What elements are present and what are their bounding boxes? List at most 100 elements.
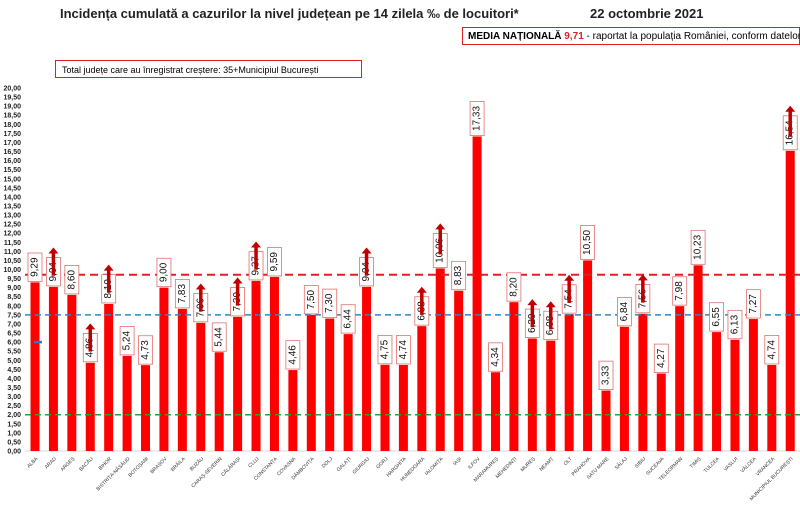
bar-neamț — [546, 340, 556, 451]
bar-prahova — [583, 260, 593, 451]
data-label-box — [377, 334, 393, 365]
increase-arrow-icon — [195, 283, 206, 290]
y-tick-label: 4,00 — [7, 376, 21, 383]
y-tick-label: 3,50 — [7, 385, 21, 392]
y-tick-label: 19,50 — [3, 95, 21, 102]
data-label-box — [340, 304, 356, 334]
data-label: 4,73 — [140, 340, 151, 360]
x-tick-label: VASLUI — [723, 456, 740, 473]
bar-mehedinți — [509, 302, 519, 451]
data-label-box — [580, 225, 595, 260]
data-label: 9,00 — [158, 262, 169, 282]
x-tick-label: ARGEȘ — [60, 456, 77, 473]
y-tick-label: 1,50 — [7, 421, 21, 428]
data-label: 6,84 — [619, 301, 630, 321]
chart-title: Incidența cumulată a cazurilor la nivel … — [60, 6, 519, 21]
bar-brăila — [177, 308, 187, 451]
bar-botoșani — [141, 365, 151, 451]
bar-arad — [48, 286, 58, 451]
total-increase-box: Total județe care au înregistrat creșter… — [55, 60, 362, 78]
x-tick-label: BRAȘOV — [149, 456, 168, 475]
data-label-box — [709, 302, 724, 332]
bar-tulcea — [712, 332, 722, 451]
data-label: 5,24 — [122, 331, 133, 351]
x-tick-label: BISTRIȚA-NĂSĂUD — [95, 455, 132, 492]
x-tick-label: BOTOȘANI — [127, 456, 149, 478]
bar-vrancea — [767, 364, 777, 451]
bar-dâmbovița — [306, 314, 316, 451]
data-label: 6,13 — [729, 314, 740, 334]
bar-bistrița-năsăud — [122, 355, 132, 451]
x-tick-label: BACĂU — [78, 455, 95, 472]
bar-municipiul bucurești — [785, 150, 795, 451]
data-label-box — [64, 265, 80, 295]
national-average-note: - raportat la populația României, confor… — [586, 31, 800, 42]
y-tick-label: 7,00 — [7, 321, 21, 328]
y-tick-label: 6,00 — [7, 340, 21, 347]
data-label: 7,27 — [748, 294, 759, 314]
y-tick-label: 16,50 — [3, 149, 21, 156]
bar-sibiu — [638, 313, 648, 451]
data-label: 10,50 — [582, 229, 593, 254]
increase-arrow-icon — [637, 274, 648, 281]
data-label-box — [488, 342, 503, 372]
data-label-box — [506, 272, 522, 302]
x-tick-label: ARAD — [44, 456, 58, 470]
bar-galați — [343, 334, 353, 451]
increase-arrow-icon — [416, 286, 427, 293]
x-tick-label: CĂLĂRAȘI — [220, 455, 242, 477]
bar-călărași — [233, 316, 243, 451]
data-label-box — [451, 260, 467, 291]
data-label-box — [156, 257, 172, 288]
data-label-box — [672, 276, 688, 306]
data-label-box — [303, 285, 319, 315]
data-label: 4,74 — [398, 340, 409, 360]
bar-cluj — [251, 280, 261, 451]
bar-satu mare — [601, 390, 611, 451]
data-label-box — [617, 297, 632, 327]
data-label-box — [598, 360, 614, 390]
bar-bihor — [104, 303, 114, 451]
x-tick-label: DOLJ — [321, 456, 335, 470]
bar-buzău — [196, 322, 206, 451]
bar-constanța — [269, 276, 279, 451]
x-tick-label: TULCEA — [703, 456, 722, 475]
y-tick-label: 18,00 — [3, 122, 21, 129]
increase-arrow-icon — [361, 247, 372, 254]
bar-mureș — [527, 338, 537, 451]
bar-iași — [454, 290, 464, 451]
increase-arrow-icon — [85, 323, 96, 330]
bar-covasna — [288, 370, 298, 451]
bar-ialomița — [435, 268, 445, 451]
increase-arrow-icon — [251, 241, 262, 248]
x-tick-label: MUREȘ — [520, 456, 537, 473]
data-label: 4,34 — [490, 347, 501, 367]
increase-arrow-icon — [435, 223, 446, 230]
data-label-box — [119, 326, 135, 356]
y-tick-label: 12,00 — [3, 231, 21, 238]
y-tick-label: 16,00 — [3, 158, 21, 165]
y-tick-label: 15,00 — [3, 176, 21, 183]
data-label: 6,55 — [711, 307, 722, 327]
y-tick-label: 8,50 — [7, 294, 21, 301]
x-tick-label: GORJ — [375, 456, 389, 470]
bar-argeș — [67, 294, 77, 451]
data-label: 4,75 — [379, 339, 390, 359]
data-label: 4,74 — [766, 340, 777, 360]
data-label-box — [727, 309, 743, 340]
data-label-box — [690, 229, 706, 265]
data-label: 7,30 — [324, 293, 335, 313]
data-label-box — [745, 289, 761, 319]
y-tick-label: 4,50 — [7, 367, 21, 374]
y-tick-label: 5,00 — [7, 358, 21, 365]
data-label: 5,44 — [214, 327, 225, 347]
x-tick-label: GALAȚI — [336, 456, 353, 473]
data-label: 7,83 — [177, 284, 188, 304]
y-tick-label: 0,00 — [7, 449, 21, 456]
bar-sălaj — [619, 326, 629, 451]
data-label-box — [285, 340, 301, 370]
bar-brașov — [159, 287, 169, 451]
data-label-box — [174, 279, 190, 309]
y-tick-label: 7,50 — [7, 312, 21, 319]
